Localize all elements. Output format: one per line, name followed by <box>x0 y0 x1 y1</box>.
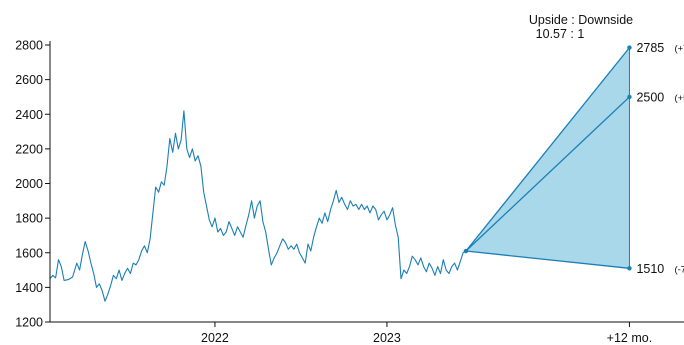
target-label-high: 2785 <box>636 41 664 55</box>
y-tick-label: 1800 <box>15 212 43 226</box>
y-tick-label: 1200 <box>15 316 43 330</box>
target-line-high <box>465 47 630 252</box>
x-axis: 2022 2023 +12 mo. <box>50 321 684 345</box>
y-tick-label: 2400 <box>15 108 43 122</box>
x-tick-label: 2022 <box>201 331 229 345</box>
y-tick-label: 1600 <box>15 246 43 260</box>
fan-area <box>465 47 630 269</box>
upside-downside-title: Upside : Downside <box>529 13 633 27</box>
y-tick-label: 2800 <box>15 39 43 53</box>
target-point-mid <box>627 94 632 100</box>
target-change-mid: (+54%) <box>674 93 684 104</box>
upside-downside-box: Upside : Downside 10.57 : 1 <box>529 13 633 41</box>
projection-fan <box>465 47 630 269</box>
upside-downside-ratio: 10.57 : 1 <box>536 27 585 41</box>
y-tick-label: 2200 <box>15 142 43 156</box>
origin-point <box>463 248 469 254</box>
target-line-low <box>465 250 630 269</box>
target-line-mid <box>465 96 630 252</box>
target-label-low: 1510 <box>636 262 664 276</box>
y-tick-label: 2000 <box>15 177 43 191</box>
target-point-low <box>627 266 632 271</box>
price-history <box>49 110 467 302</box>
target-label-mid: 2500 <box>636 90 664 104</box>
target-change-high: (+72%) <box>674 44 684 55</box>
target-labels: 2785 (+72%) 2500 (+54%) 1510 (-7%) <box>636 41 684 276</box>
target-lines <box>465 47 630 269</box>
y-tick-label: 1400 <box>15 281 43 295</box>
y-axis: 1200 1400 1600 1800 2000 2200 2400 2600 2800 <box>15 39 51 330</box>
x-tick-label: +12 mo. <box>607 331 653 345</box>
target-change-low: (-7%) <box>674 264 684 275</box>
x-tick-label: 2023 <box>373 331 401 345</box>
y-tick-label: 2600 <box>15 73 43 87</box>
price-line <box>49 110 467 302</box>
target-markers <box>463 45 632 271</box>
target-point-high <box>627 45 632 50</box>
